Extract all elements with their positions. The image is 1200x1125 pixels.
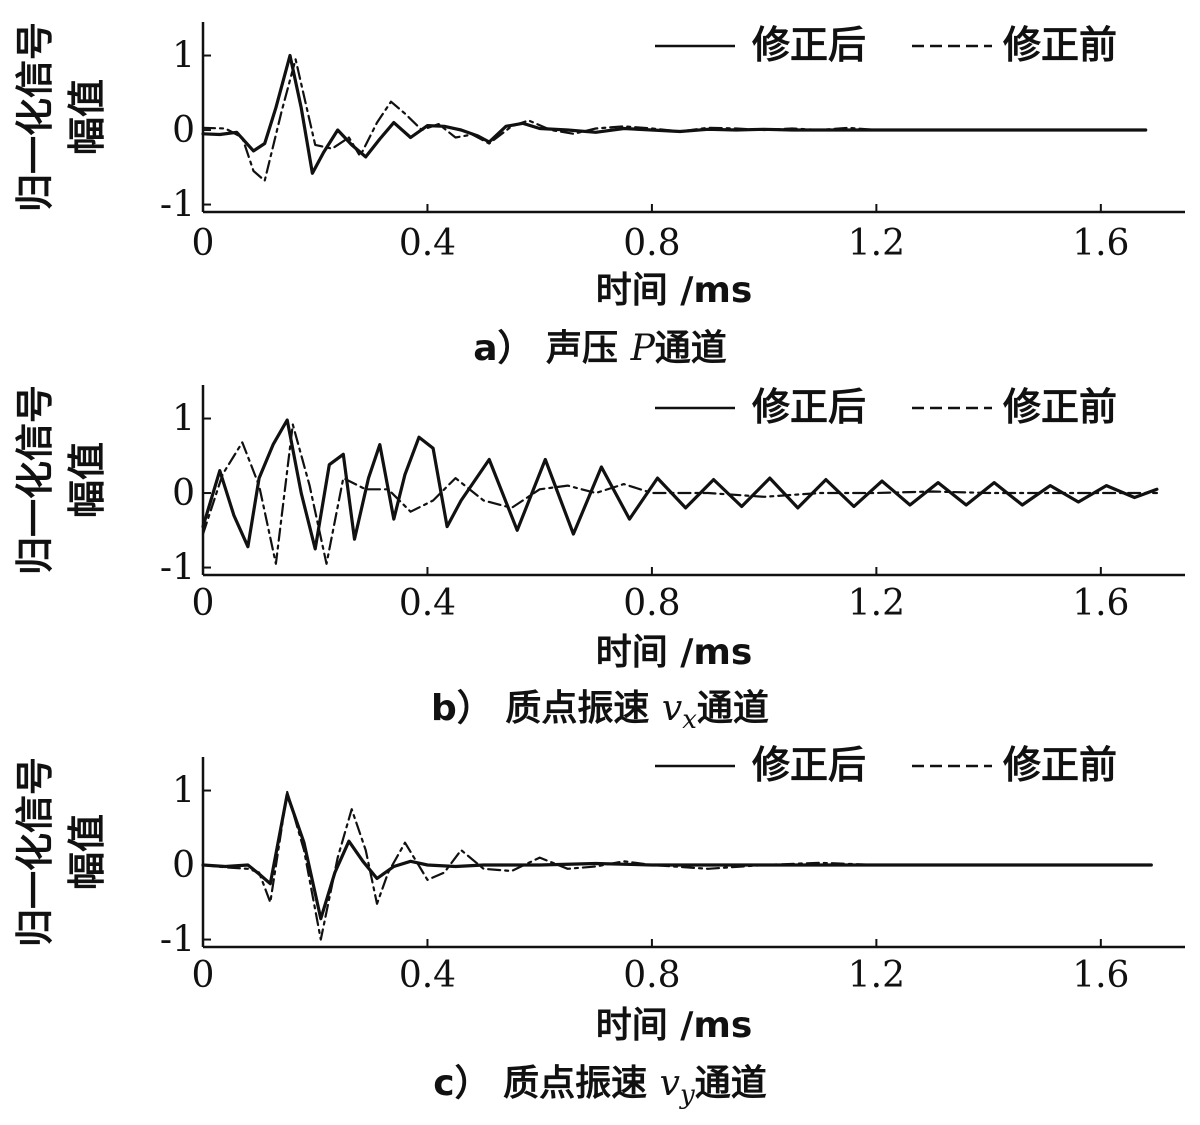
series-line-original bbox=[201, 58, 906, 182]
y-axis-label: 归一化信号 bbox=[13, 22, 57, 212]
x-tick-label: 0.4 bbox=[399, 583, 456, 624]
y-tick-label: 0 bbox=[172, 473, 195, 514]
x-axis-label: 时间 /ms bbox=[596, 632, 753, 673]
caption-suffix: 通道 bbox=[697, 688, 769, 729]
caption-suffix: 通道 bbox=[655, 328, 727, 369]
y-tick-label: -1 bbox=[160, 920, 195, 961]
caption-prefix: b） bbox=[431, 688, 505, 729]
y-axis-label: 归一化信号 bbox=[13, 385, 57, 575]
caption-variable: v bbox=[660, 1063, 680, 1104]
panel-caption: c） 质点振速 vy通道 bbox=[433, 1063, 766, 1110]
y-tick-label: -1 bbox=[160, 548, 195, 589]
series-line-corrected bbox=[201, 53, 1148, 175]
y-tick-label: -1 bbox=[160, 185, 195, 226]
x-axis-label: 时间 /ms bbox=[596, 270, 753, 311]
series-line-corrected bbox=[201, 418, 1159, 551]
legend-label-corrected: 修正后 bbox=[752, 743, 866, 787]
y-tick-label: 1 bbox=[172, 399, 195, 440]
y-tick-label: 0 bbox=[172, 845, 195, 886]
series-line-corrected bbox=[201, 792, 1153, 921]
y-axis-label: 归一化信号 bbox=[13, 757, 57, 947]
x-tick-label: 0.8 bbox=[623, 223, 680, 264]
x-tick-label: 0.8 bbox=[623, 955, 680, 996]
caption-prefix: c） bbox=[433, 1063, 503, 1104]
x-tick-label: 1.6 bbox=[1072, 955, 1129, 996]
x-tick-label: 1.2 bbox=[848, 583, 905, 624]
x-tick-label: 1.2 bbox=[848, 955, 905, 996]
x-tick-label: 1.2 bbox=[848, 223, 905, 264]
caption-subscript: x bbox=[682, 705, 697, 735]
caption-text: 质点振速 bbox=[505, 688, 662, 729]
legend-label-corrected: 修正后 bbox=[752, 385, 866, 429]
legend-label-corrected: 修正后 bbox=[752, 23, 866, 67]
panel-caption: a） 声压 P通道 bbox=[473, 328, 727, 369]
panel-caption: b） 质点振速 vx通道 bbox=[431, 688, 769, 735]
x-axis-label: 时间 /ms bbox=[596, 1005, 753, 1046]
caption-subscript: y bbox=[679, 1080, 695, 1110]
caption-text: 声压 bbox=[546, 328, 631, 369]
y-axis-label: 幅值 bbox=[65, 442, 109, 518]
x-tick-label: 0 bbox=[192, 955, 215, 996]
x-tick-label: 0.8 bbox=[623, 583, 680, 624]
caption-prefix: a） bbox=[473, 328, 546, 369]
series-line-original bbox=[201, 790, 878, 941]
caption-text: 质点振速 bbox=[503, 1063, 660, 1104]
x-tick-label: 0 bbox=[192, 223, 215, 264]
y-axis-label: 幅值 bbox=[65, 79, 109, 155]
x-tick-label: 0.4 bbox=[399, 955, 456, 996]
x-tick-label: 1.6 bbox=[1072, 583, 1129, 624]
y-tick-label: 1 bbox=[172, 36, 195, 77]
x-tick-label: 0.4 bbox=[399, 223, 456, 264]
y-tick-label: 0 bbox=[172, 110, 195, 151]
x-tick-label: 1.6 bbox=[1072, 223, 1129, 264]
legend-label-original: 修正前 bbox=[1003, 385, 1117, 429]
y-axis-label: 幅值 bbox=[65, 814, 109, 890]
caption-suffix: 通道 bbox=[695, 1063, 767, 1104]
series-line-original bbox=[201, 423, 1159, 565]
y-tick-label: 1 bbox=[172, 771, 195, 812]
legend-label-original: 修正前 bbox=[1003, 743, 1117, 787]
caption-variable: P bbox=[630, 328, 656, 369]
x-tick-label: 0 bbox=[192, 583, 215, 624]
caption-variable: v bbox=[662, 688, 682, 729]
legend-label-original: 修正前 bbox=[1003, 23, 1117, 67]
